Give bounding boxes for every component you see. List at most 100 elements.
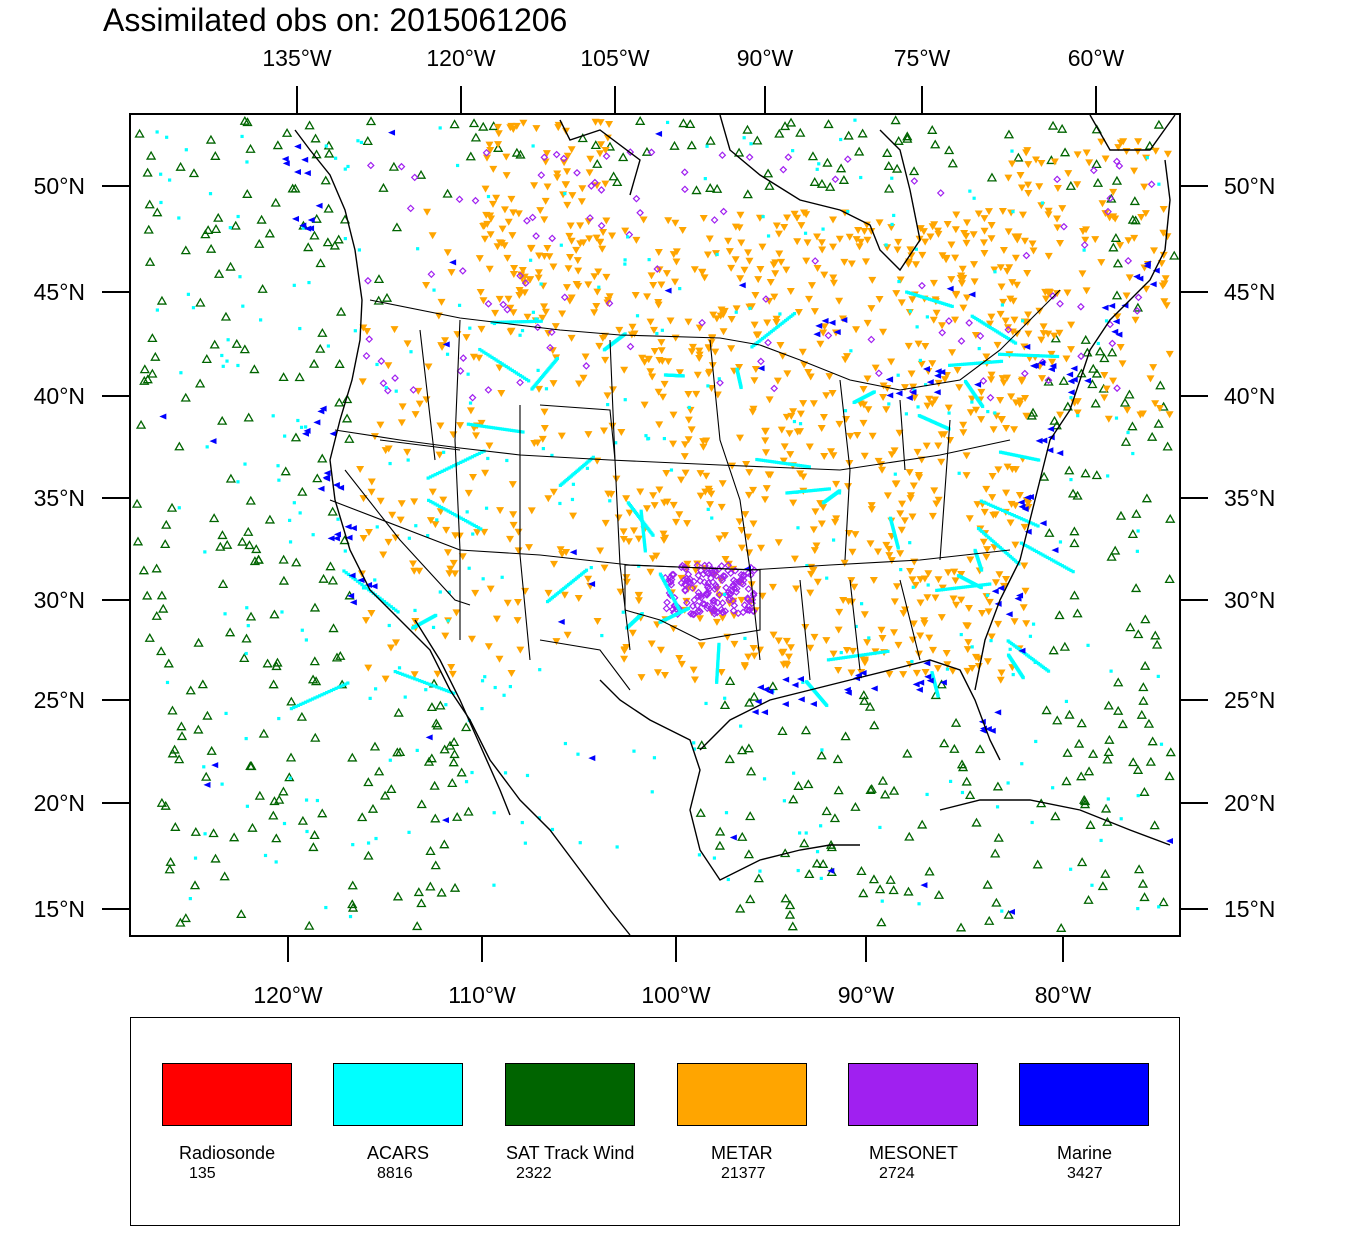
down-triangle-icon xyxy=(656,646,665,654)
triangle-icon xyxy=(986,172,998,182)
down-triangle-icon xyxy=(1097,138,1106,146)
down-triangle-icon xyxy=(514,210,523,218)
square-icon xyxy=(1008,554,1013,559)
triangle-icon xyxy=(780,893,791,903)
square-icon xyxy=(985,534,989,538)
square-icon xyxy=(296,703,301,708)
square-icon xyxy=(878,650,883,655)
square-icon xyxy=(948,363,952,367)
down-triangle-icon xyxy=(994,620,1003,628)
triangle-icon xyxy=(793,781,804,790)
square-icon xyxy=(829,657,833,662)
triangle-icon xyxy=(1099,353,1110,363)
triangle-icon xyxy=(220,311,232,321)
triangle-icon xyxy=(468,118,480,128)
down-triangle-icon xyxy=(541,197,550,205)
triangle-icon xyxy=(749,691,760,701)
square-icon xyxy=(846,655,850,659)
triangle-icon xyxy=(291,557,302,567)
square-icon xyxy=(315,798,320,803)
down-triangle-icon xyxy=(632,236,641,244)
square-icon xyxy=(520,820,524,825)
down-triangle-icon xyxy=(504,295,513,303)
square-icon xyxy=(750,345,754,349)
square-icon xyxy=(472,523,476,527)
down-triangle-icon xyxy=(749,645,758,653)
down-triangle-icon xyxy=(622,495,631,503)
down-triangle-icon xyxy=(608,422,617,430)
diamond-icon xyxy=(867,335,876,344)
square-icon xyxy=(973,361,978,365)
triangle-icon xyxy=(230,220,241,230)
diamond-icon xyxy=(690,596,699,604)
down-triangle-icon xyxy=(649,281,658,289)
triangle-icon xyxy=(270,197,281,207)
down-triangle-icon xyxy=(851,531,860,539)
square-icon xyxy=(394,389,398,393)
square-icon xyxy=(641,527,645,532)
square-icon xyxy=(282,821,287,826)
down-triangle-icon xyxy=(448,670,457,678)
down-triangle-icon xyxy=(658,393,667,401)
diamond-icon xyxy=(503,305,512,314)
triangle-icon xyxy=(608,171,619,181)
left-triangle-icon xyxy=(1152,267,1160,274)
square-icon xyxy=(431,625,436,630)
square-icon xyxy=(908,291,913,295)
down-triangle-icon xyxy=(624,538,633,546)
triangle-icon xyxy=(369,741,381,751)
down-triangle-icon xyxy=(893,246,902,254)
down-triangle-icon xyxy=(604,296,613,304)
square-icon xyxy=(498,320,502,324)
triangle-icon xyxy=(185,685,196,695)
left-triangle-icon xyxy=(751,708,759,715)
square-icon xyxy=(1043,554,1047,558)
square-icon xyxy=(796,868,800,873)
square-icon xyxy=(589,565,593,570)
triangle-icon xyxy=(818,859,829,868)
down-triangle-icon xyxy=(980,215,989,223)
left-triangle-icon xyxy=(664,287,672,294)
square-icon xyxy=(916,405,920,409)
left-triangle-icon xyxy=(349,525,357,532)
down-triangle-icon xyxy=(557,432,566,440)
square-icon xyxy=(1157,182,1161,186)
square-icon xyxy=(881,650,885,654)
triangle-icon xyxy=(243,526,254,536)
square-icon xyxy=(1025,653,1029,657)
square-icon xyxy=(525,377,529,382)
square-icon xyxy=(515,320,519,324)
diamond-icon xyxy=(831,175,840,184)
down-triangle-icon xyxy=(818,246,827,254)
square-icon xyxy=(1045,555,1049,559)
left-triangle-icon xyxy=(912,681,920,688)
down-triangle-icon xyxy=(1165,350,1174,358)
triangle-icon xyxy=(885,874,896,884)
square-icon xyxy=(502,693,506,697)
square-icon xyxy=(1024,353,1028,357)
down-triangle-icon xyxy=(987,376,996,384)
triangle-icon xyxy=(856,866,867,875)
triangle-icon xyxy=(1047,120,1059,130)
left-triangle-icon xyxy=(1049,362,1057,369)
square-icon xyxy=(459,460,463,464)
square-icon xyxy=(717,642,721,646)
square-icon xyxy=(813,488,817,492)
square-icon xyxy=(1000,547,1004,551)
left-triangle-icon xyxy=(797,675,805,682)
left-triangle-icon xyxy=(557,618,565,625)
down-triangle-icon xyxy=(1118,360,1127,368)
down-triangle-icon xyxy=(915,474,924,482)
down-triangle-icon xyxy=(1073,409,1082,417)
triangle-icon xyxy=(1132,302,1144,312)
down-triangle-icon xyxy=(494,141,503,149)
down-triangle-icon xyxy=(597,141,606,149)
down-triangle-icon xyxy=(785,430,794,438)
square-icon xyxy=(792,419,797,424)
square-icon xyxy=(1082,248,1086,252)
down-triangle-icon xyxy=(924,570,933,578)
square-icon xyxy=(1114,416,1119,420)
down-triangle-icon xyxy=(621,227,630,235)
triangle-icon xyxy=(1079,794,1090,804)
triangle-icon xyxy=(175,161,186,171)
